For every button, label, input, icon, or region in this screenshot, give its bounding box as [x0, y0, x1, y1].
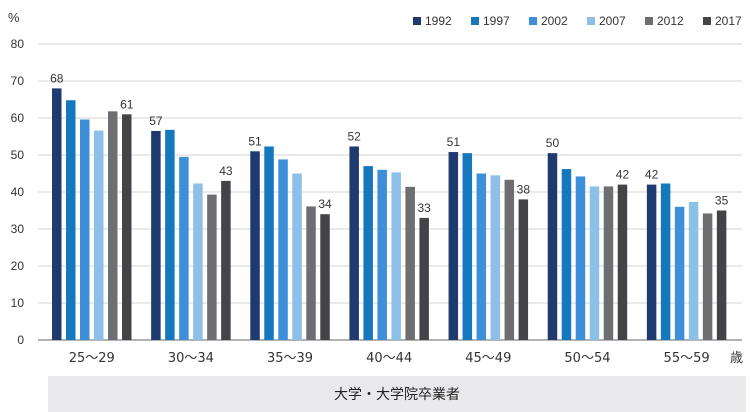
bar-1992-2: [250, 151, 260, 340]
bar-1997-0: [66, 100, 76, 341]
data-label: 42: [616, 168, 630, 182]
bar-2007-3: [391, 172, 401, 340]
bar-2002-2: [278, 159, 288, 340]
gridlines: [38, 43, 742, 341]
bar-chart: 0 10 20 30 40 50 60 70 80 % 68 61 57 43 51 34 52 33 51 38…: [8, 10, 743, 366]
legend-swatch-1992: [413, 17, 421, 25]
legend-label-1992: 1992: [425, 14, 452, 28]
data-label: 51: [248, 134, 262, 148]
legend-label-1997: 1997: [483, 14, 510, 28]
legend-label-2002: 2002: [541, 14, 568, 28]
legend-swatch-2002: [529, 17, 537, 25]
bar-2012-4: [504, 179, 515, 340]
legend-swatch-2007: [587, 17, 595, 25]
y-tick-label: 70: [11, 74, 25, 88]
data-label: 38: [517, 182, 531, 196]
data-label: 61: [120, 97, 134, 111]
x-tick-label: 50～54: [564, 351, 610, 366]
data-label: 34: [318, 197, 332, 211]
data-label: 43: [219, 164, 233, 178]
bars: [52, 88, 727, 341]
bar-1992-6: [646, 184, 657, 340]
y-tick-label: 30: [11, 222, 25, 236]
bar-1997-5: [561, 169, 572, 340]
data-label: 35: [715, 194, 729, 208]
x-tick-label: 35～39: [267, 351, 313, 366]
bar-2012-2: [306, 206, 316, 340]
legend-label-2012: 2012: [657, 14, 684, 28]
bar-2012-6: [702, 213, 713, 340]
footer-banner: 大学・大学院卒業者: [48, 376, 746, 412]
y-axis-label: %: [8, 10, 20, 25]
bar-2012-3: [405, 186, 415, 340]
bar-2002-6: [674, 206, 685, 340]
bar-2002-3: [377, 169, 387, 340]
y-tick-label: 60: [11, 111, 25, 125]
bar-1992-5: [547, 153, 558, 340]
y-tick-label: 0: [17, 333, 24, 347]
bar-1997-3: [363, 166, 373, 340]
bar-2017-2: [320, 214, 330, 340]
data-label: 57: [149, 114, 163, 128]
data-label: 33: [417, 201, 431, 215]
y-tick-label: 50: [11, 148, 25, 162]
bar-2007-2: [292, 173, 302, 340]
x-axis-unit: 歳: [730, 351, 743, 366]
x-tick-label: 45～49: [465, 351, 511, 366]
bar-2007-1: [193, 183, 203, 340]
y-tick-label: 20: [11, 259, 25, 273]
bar-2017-1: [221, 180, 231, 340]
legend-label-2017: 2017: [715, 14, 742, 28]
bar-2002-4: [476, 173, 487, 340]
footer-text: 大学・大学院卒業者: [334, 387, 460, 403]
y-axis: 0 10 20 30 40 50 60 70 80: [11, 37, 25, 347]
bar-1992-0: [52, 88, 62, 341]
legend-swatch-2012: [645, 17, 653, 25]
data-label: 50: [546, 136, 560, 150]
bar-2012-0: [108, 111, 118, 340]
bar-1997-2: [264, 146, 274, 340]
data-label: 51: [447, 135, 461, 149]
bar-2017-5: [617, 184, 628, 340]
y-tick-label: 10: [11, 296, 25, 310]
data-label: 68: [50, 71, 64, 85]
bar-1992-3: [349, 146, 359, 340]
data-label: 42: [645, 168, 659, 182]
y-tick-label: 80: [11, 37, 25, 51]
bar-2017-4: [518, 199, 529, 340]
bar-2002-0: [80, 119, 90, 340]
x-tick-label: 55～59: [664, 351, 710, 366]
bar-2017-0: [122, 114, 132, 340]
bar-1997-1: [165, 129, 175, 340]
bar-1992-4: [448, 152, 459, 340]
x-tick-label: 40～44: [366, 351, 412, 366]
bar-2012-5: [603, 186, 614, 340]
x-tick-label: 25～29: [69, 351, 115, 366]
bar-2007-5: [589, 186, 600, 340]
bar-2002-1: [179, 156, 189, 340]
legend-swatch-1997: [471, 17, 479, 25]
bar-2007-6: [688, 201, 699, 340]
data-labels: 68 61 57 43 51 34 52 33 51 38 50 42 42 35: [50, 71, 729, 215]
bar-2012-1: [207, 194, 217, 340]
legend: 1992 1997 2002 2007 2012 2017: [413, 14, 742, 28]
bar-2007-4: [490, 175, 501, 340]
bar-1992-1: [151, 130, 161, 340]
bar-1997-6: [660, 183, 671, 340]
bar-2002-5: [575, 176, 586, 340]
legend-swatch-2017: [703, 17, 711, 25]
bar-2007-0: [94, 130, 104, 340]
bar-1997-4: [462, 153, 473, 340]
legend-label-2007: 2007: [599, 14, 626, 28]
bar-2017-3: [419, 217, 429, 340]
x-axis: 25～29 30～34 35～39 40～44 45～49 50～54 55～59: [69, 351, 710, 366]
y-tick-label: 40: [11, 185, 25, 199]
bar-2017-6: [716, 210, 727, 340]
data-label: 52: [347, 129, 361, 143]
x-tick-label: 30～34: [168, 351, 214, 366]
